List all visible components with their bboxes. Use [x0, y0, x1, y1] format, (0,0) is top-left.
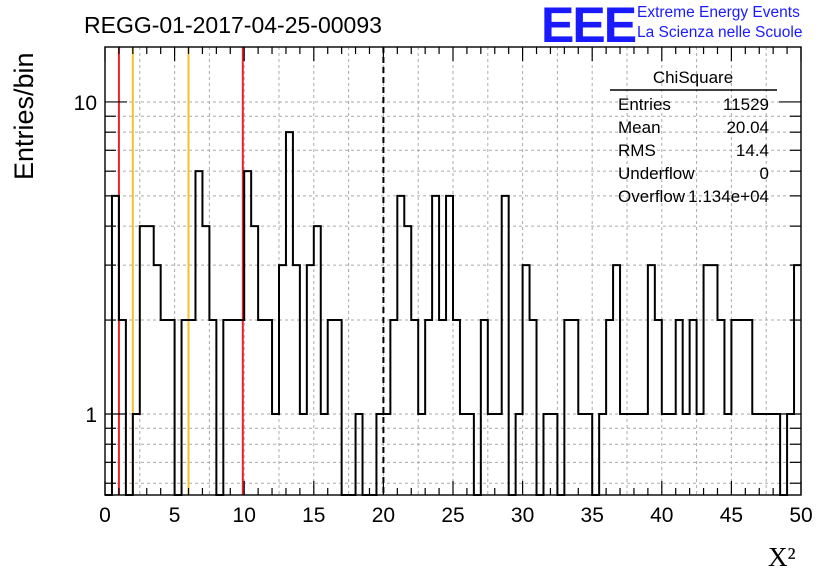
stats-row-value: 1.134e+04 — [688, 187, 769, 206]
logo-line-2: La Scienza nelle Scuole — [637, 24, 803, 41]
stats-row-label: Overflow — [618, 187, 686, 206]
y-tick-labels: 1 10 — [74, 92, 97, 427]
stats-row-value: 20.04 — [726, 118, 769, 137]
stats-row-value: 11529 — [723, 95, 769, 114]
x-tick-label: 20 — [372, 504, 395, 527]
chart-title: REGG-01-2017-04-25-00093 — [84, 12, 382, 38]
stats-box: ChiSquare Entries 11529 Mean 20.04 RMS 14.4 Un… — [610, 68, 777, 206]
stats-row-label: Underflow — [618, 164, 695, 183]
stats-row-label: Mean — [618, 118, 661, 137]
axis-ticks — [104, 47, 802, 495]
eee-logo-mark: EEE — [541, 0, 637, 53]
x-tick-label: 0 — [99, 504, 111, 527]
x-tick-label: 45 — [720, 504, 743, 527]
x-tick-label: 50 — [789, 504, 812, 527]
stats-row-label: Entries — [618, 95, 671, 114]
stats-row-value: 14.4 — [736, 141, 769, 160]
y-tick-label: 10 — [74, 92, 97, 115]
y-axis-label: Entries/bin — [9, 52, 39, 180]
y-tick-label: 1 — [85, 404, 97, 427]
x-tick-label: 25 — [441, 504, 464, 527]
x-tick-label: 10 — [233, 504, 256, 527]
x-tick-label: 5 — [169, 504, 181, 527]
x-tick-label: 40 — [650, 504, 673, 527]
x-tick-label: 15 — [302, 504, 325, 527]
x-tick-label: 35 — [581, 504, 604, 527]
x-axis-label: X² — [768, 542, 796, 572]
stats-title: ChiSquare — [653, 68, 733, 87]
stats-row-label: RMS — [618, 141, 656, 160]
x-tick-labels: 0 5 10 15 20 25 30 35 40 45 50 — [99, 504, 813, 527]
stats-row-value: 0 — [760, 164, 769, 183]
eee-logo: EEE Extreme Energy Events La Scienza nel… — [541, 0, 831, 53]
logo-line-1: Extreme Energy Events — [637, 4, 800, 21]
x-tick-label: 30 — [511, 504, 534, 527]
